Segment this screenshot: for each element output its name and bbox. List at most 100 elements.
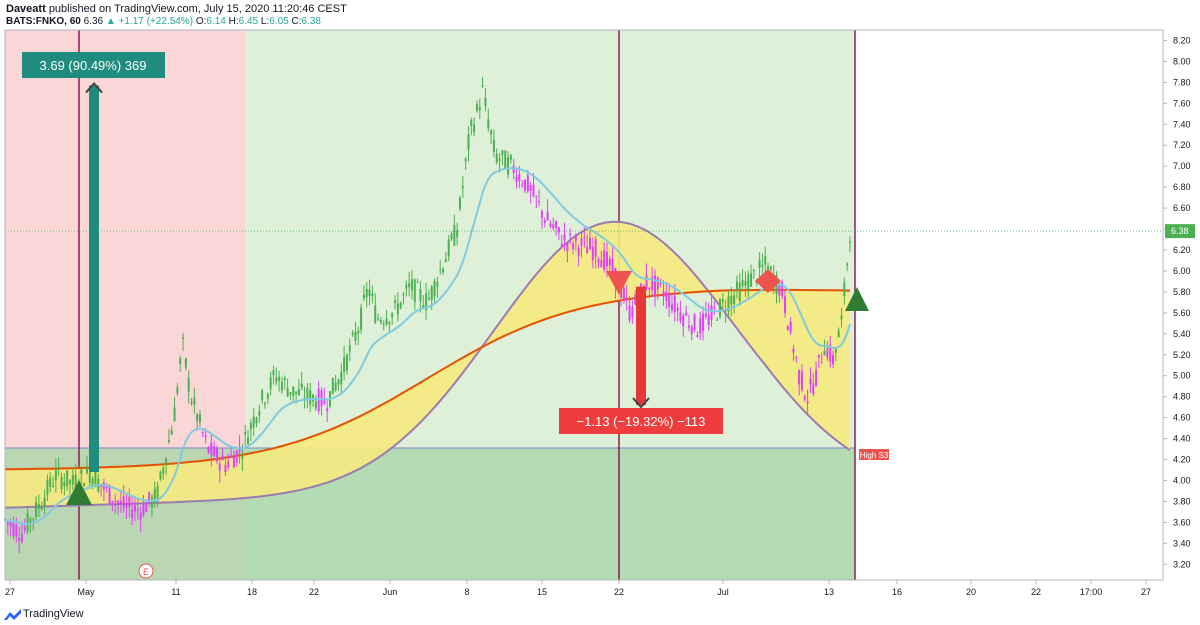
y-tick-label: 4.00 — [1173, 475, 1191, 485]
candle-body — [35, 502, 38, 517]
candle-body — [744, 281, 747, 286]
candle-body — [569, 233, 572, 235]
candle-body — [487, 119, 490, 128]
candle-body — [719, 299, 721, 317]
candle-body — [529, 185, 532, 191]
candle-body — [60, 476, 63, 490]
candle-body — [255, 417, 258, 424]
candle-body — [29, 518, 32, 524]
candle-body — [173, 407, 176, 422]
candle-body — [37, 504, 40, 509]
candle-body — [280, 381, 283, 391]
short-position-label-bg — [559, 408, 723, 434]
candle-body — [345, 354, 348, 371]
candle-body — [716, 319, 719, 321]
candle-body — [526, 175, 529, 192]
candle-body — [453, 224, 456, 246]
candle-body — [512, 165, 515, 174]
candle-body — [368, 289, 371, 296]
candle-body — [427, 298, 430, 300]
candle-body — [26, 512, 29, 532]
y-tick-label: 5.40 — [1173, 329, 1191, 339]
author-name[interactable]: Daveatt — [6, 3, 46, 15]
candle-body — [552, 224, 555, 229]
candle-body — [591, 247, 594, 261]
candle-body — [125, 502, 128, 508]
candle-body — [52, 485, 55, 487]
candle-body — [119, 500, 122, 505]
long-position-label-bg — [22, 52, 165, 78]
x-tick-label: 16 — [892, 587, 902, 597]
low-label: L: — [260, 16, 270, 27]
y-tick-label: 6.60 — [1173, 203, 1191, 213]
candle-body — [832, 354, 835, 365]
high-value: 6.45 — [238, 16, 259, 27]
candle-body — [758, 260, 761, 268]
x-tick-label: 22 — [309, 587, 319, 597]
x-tick-label: 20 — [966, 587, 976, 597]
candle-body — [727, 296, 730, 312]
candle-body — [354, 331, 357, 341]
candle-body — [470, 120, 473, 126]
candle-body — [227, 460, 230, 468]
y-tick-label: 7.40 — [1173, 119, 1191, 129]
short-arrow-head — [632, 397, 650, 409]
symbol-label[interactable]: BATS:FNKO, 60 — [6, 16, 81, 27]
x-tick-label: May — [77, 587, 95, 597]
candle-body — [289, 392, 292, 395]
candle-body — [241, 454, 244, 459]
candle-body — [710, 305, 713, 320]
price-change: ▲ +1.17 (+22.54%) — [105, 16, 194, 27]
candle-body — [292, 386, 295, 396]
candle-body — [778, 285, 781, 296]
candle-body — [413, 279, 416, 302]
candle-body — [377, 318, 380, 320]
candle-body — [286, 388, 289, 397]
candle-body — [781, 281, 784, 296]
candle-body — [348, 345, 351, 352]
candle-body — [524, 179, 526, 191]
candle-body — [114, 500, 117, 502]
candle-body — [490, 130, 493, 135]
candle-body — [419, 289, 422, 301]
candle-body — [131, 509, 134, 519]
candle-body — [433, 280, 436, 297]
x-tick-label: 11 — [171, 587, 180, 597]
candle-body — [266, 393, 269, 399]
candle-body — [134, 505, 136, 512]
candle-body — [800, 371, 803, 391]
candle-body — [707, 315, 710, 325]
y-tick-label: 8.20 — [1173, 35, 1191, 45]
candle-body — [665, 291, 668, 301]
candle-body — [297, 388, 300, 396]
candle-body — [557, 227, 560, 233]
candle-body — [162, 467, 165, 474]
candle-body — [769, 266, 772, 270]
candle-body — [535, 196, 538, 198]
brand-name[interactable]: TradingView — [23, 608, 84, 620]
candle-body — [396, 303, 399, 315]
candle-body — [57, 466, 60, 469]
candle-body — [589, 238, 591, 249]
candle-body — [252, 416, 255, 428]
tradingview-logo-icon[interactable] — [4, 609, 22, 621]
candle-body — [747, 274, 750, 292]
candle-body — [18, 538, 21, 542]
low-value: 6.05 — [269, 16, 289, 27]
candle-body — [295, 391, 298, 394]
candle-body — [475, 104, 478, 111]
candle-body — [357, 330, 360, 334]
candle-body — [670, 304, 673, 311]
candle-body — [583, 237, 586, 239]
candle-body — [809, 378, 812, 385]
candle-body — [184, 358, 187, 368]
candle-body — [85, 466, 88, 473]
candle-body — [32, 518, 35, 520]
high-s3-tag-bg — [859, 449, 889, 460]
candle-body — [283, 377, 286, 380]
candle-body — [654, 275, 656, 296]
candle-body — [625, 296, 628, 299]
candle-body — [442, 268, 445, 273]
candle-body — [473, 124, 476, 133]
